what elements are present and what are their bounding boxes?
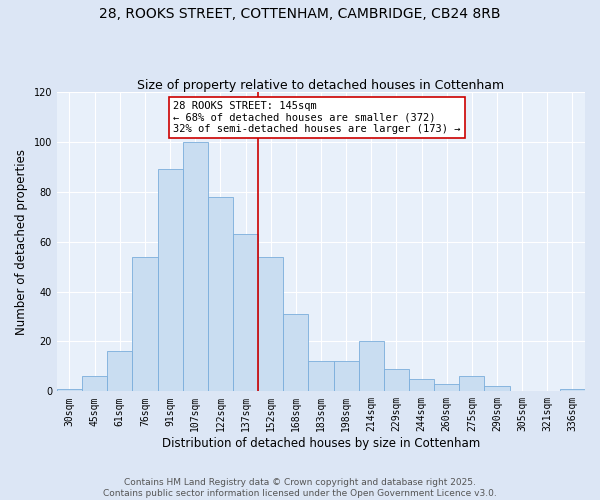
Bar xyxy=(334,362,359,392)
Bar xyxy=(57,389,82,392)
Text: 28, ROOKS STREET, COTTENHAM, CAMBRIDGE, CB24 8RB: 28, ROOKS STREET, COTTENHAM, CAMBRIDGE, … xyxy=(99,8,501,22)
Bar xyxy=(359,342,384,392)
Bar xyxy=(459,376,484,392)
Text: 28 ROOKS STREET: 145sqm
← 68% of detached houses are smaller (372)
32% of semi-d: 28 ROOKS STREET: 145sqm ← 68% of detache… xyxy=(173,101,461,134)
Bar xyxy=(258,256,283,392)
Y-axis label: Number of detached properties: Number of detached properties xyxy=(15,148,28,334)
Bar xyxy=(133,256,158,392)
Bar xyxy=(208,197,233,392)
Bar xyxy=(182,142,208,392)
Bar xyxy=(158,170,182,392)
X-axis label: Distribution of detached houses by size in Cottenham: Distribution of detached houses by size … xyxy=(162,437,480,450)
Bar xyxy=(409,379,434,392)
Bar xyxy=(283,314,308,392)
Bar xyxy=(233,234,258,392)
Bar xyxy=(384,369,409,392)
Bar xyxy=(434,384,459,392)
Bar xyxy=(560,389,585,392)
Bar xyxy=(82,376,107,392)
Text: Contains HM Land Registry data © Crown copyright and database right 2025.
Contai: Contains HM Land Registry data © Crown c… xyxy=(103,478,497,498)
Bar xyxy=(107,352,133,392)
Bar xyxy=(308,362,334,392)
Bar xyxy=(484,386,509,392)
Title: Size of property relative to detached houses in Cottenham: Size of property relative to detached ho… xyxy=(137,79,505,92)
